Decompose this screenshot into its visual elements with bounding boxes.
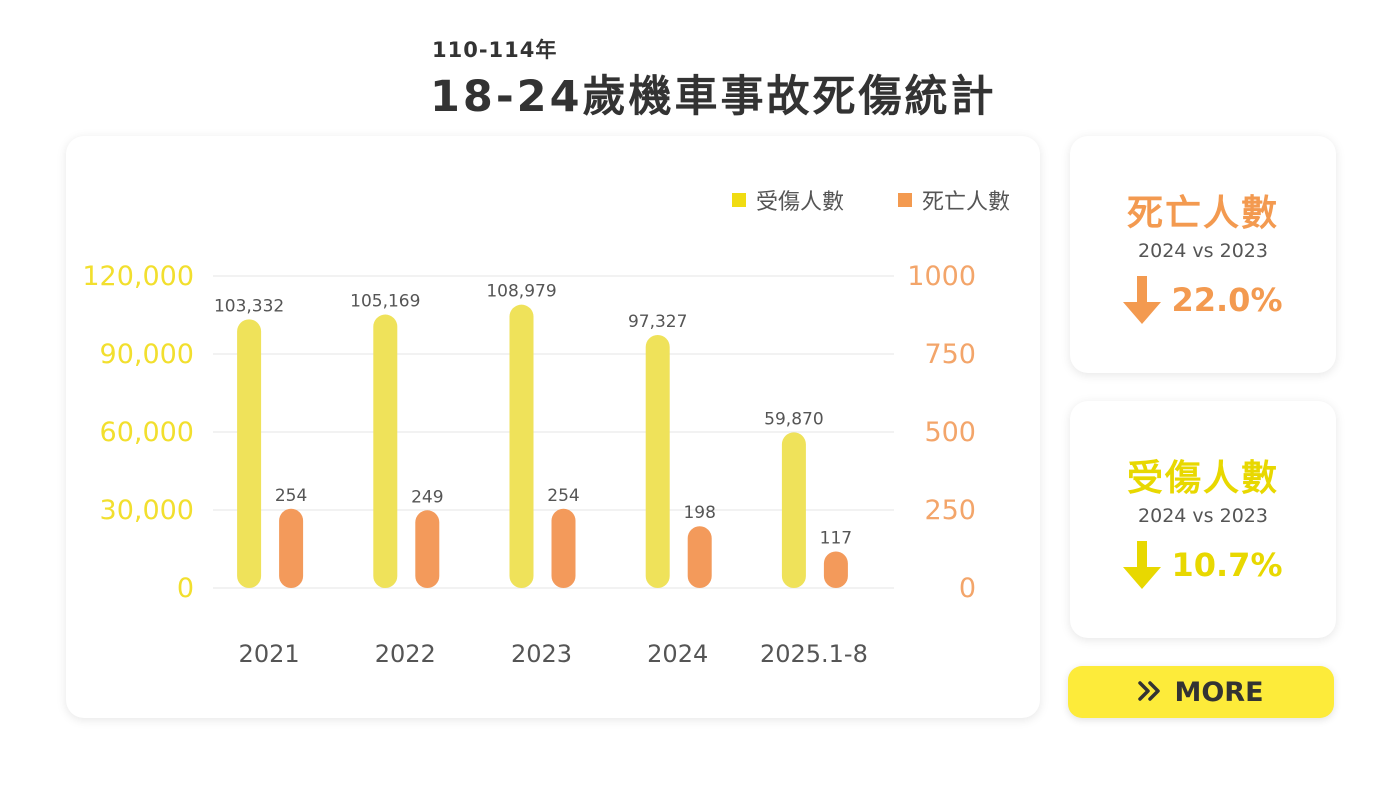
injury-stat-percent: 10.7%: [1171, 546, 1283, 584]
data-label-deaths: 198: [683, 503, 715, 523]
more-button[interactable]: MORE: [1068, 666, 1334, 718]
bar-injured: [509, 304, 534, 588]
x-tick-label: 2024: [647, 640, 708, 668]
x-tick-label: 2025.1-8: [760, 640, 868, 668]
data-label-injured: 97,327: [628, 312, 687, 332]
legend-item-injured: 受傷人數: [731, 184, 844, 216]
data-label-deaths: 254: [275, 486, 307, 506]
y-left-tick-label: 60,000: [100, 417, 194, 448]
bar-deaths: [415, 510, 440, 588]
injury-stat-title: 受傷人數: [1126, 458, 1279, 499]
injury-stat-change: 10.7%: [1070, 541, 1336, 589]
bar-chart: 0 30,000 60,000 90,000 120,000 0 250 500 750 1000…: [82, 261, 976, 668]
y-right-tick-label: 750: [924, 339, 976, 370]
death-stat-title: 死亡人數: [1126, 193, 1279, 234]
death-stat-card: 死亡人數 2024 vs 2023 22.0%: [1070, 136, 1336, 373]
death-stat-change: 22.0%: [1070, 276, 1336, 324]
arrow-down-icon: [1123, 541, 1162, 589]
y-right-tick-label: 250: [924, 495, 976, 526]
data-label-injured: 105,169: [350, 292, 420, 312]
y-right-tick-label: 500: [924, 417, 976, 448]
legend-item-deaths: 死亡人數: [897, 184, 1010, 216]
legend-swatch-deaths: [897, 193, 912, 207]
double-chevron-right-icon: [1138, 677, 1162, 708]
data-label-injured: 59,870: [764, 409, 823, 429]
data-label-injured: 103,332: [214, 296, 284, 316]
chart-legend: 受傷人數 死亡人數: [731, 184, 1010, 216]
y-left-tick-label: 0: [177, 573, 194, 604]
bar-injured: [645, 334, 670, 588]
legend-label-injured: 受傷人數: [755, 190, 844, 215]
bar-injured: [373, 314, 398, 588]
data-label-deaths: 254: [547, 486, 579, 506]
legend-swatch-injured: [731, 193, 746, 207]
y-left-tick-label: 120,000: [82, 261, 194, 292]
bar-deaths: [687, 526, 712, 588]
injury-stat-card: 受傷人數 2024 vs 2023 10.7%: [1070, 401, 1336, 638]
arrow-down-icon: [1123, 276, 1162, 324]
page-title: 18-24歲機車事故死傷統計: [430, 72, 997, 122]
y-right-tick-label: 1000: [907, 261, 976, 292]
bar-injured: [781, 432, 806, 588]
x-tick-label: 2023: [511, 640, 572, 668]
injury-stat-compare: 2024 vs 2023: [1138, 505, 1268, 527]
chart-card: 0 30,000 60,000 90,000 120,000 0 250 500 750 1000…: [66, 136, 1040, 718]
x-tick-label: 2021: [239, 640, 300, 668]
y-left-tick-label: 90,000: [100, 339, 194, 370]
bar-deaths: [823, 551, 848, 588]
more-button-label: MORE: [1174, 676, 1264, 708]
data-label-deaths: 117: [820, 528, 852, 548]
bar-injured: [237, 319, 262, 588]
death-stat-percent: 22.0%: [1171, 281, 1283, 319]
data-label-deaths: 249: [411, 487, 443, 507]
y-right-tick-label: 0: [959, 573, 976, 604]
legend-label-deaths: 死亡人數: [921, 190, 1010, 215]
y-left-tick-label: 30,000: [100, 495, 194, 526]
page-subtitle: 110-114年: [432, 38, 558, 62]
bar-deaths: [279, 508, 304, 588]
death-stat-compare: 2024 vs 2023: [1138, 240, 1268, 262]
data-label-injured: 108,979: [486, 282, 556, 302]
x-tick-label: 2022: [375, 640, 436, 668]
bar-deaths: [551, 508, 576, 588]
